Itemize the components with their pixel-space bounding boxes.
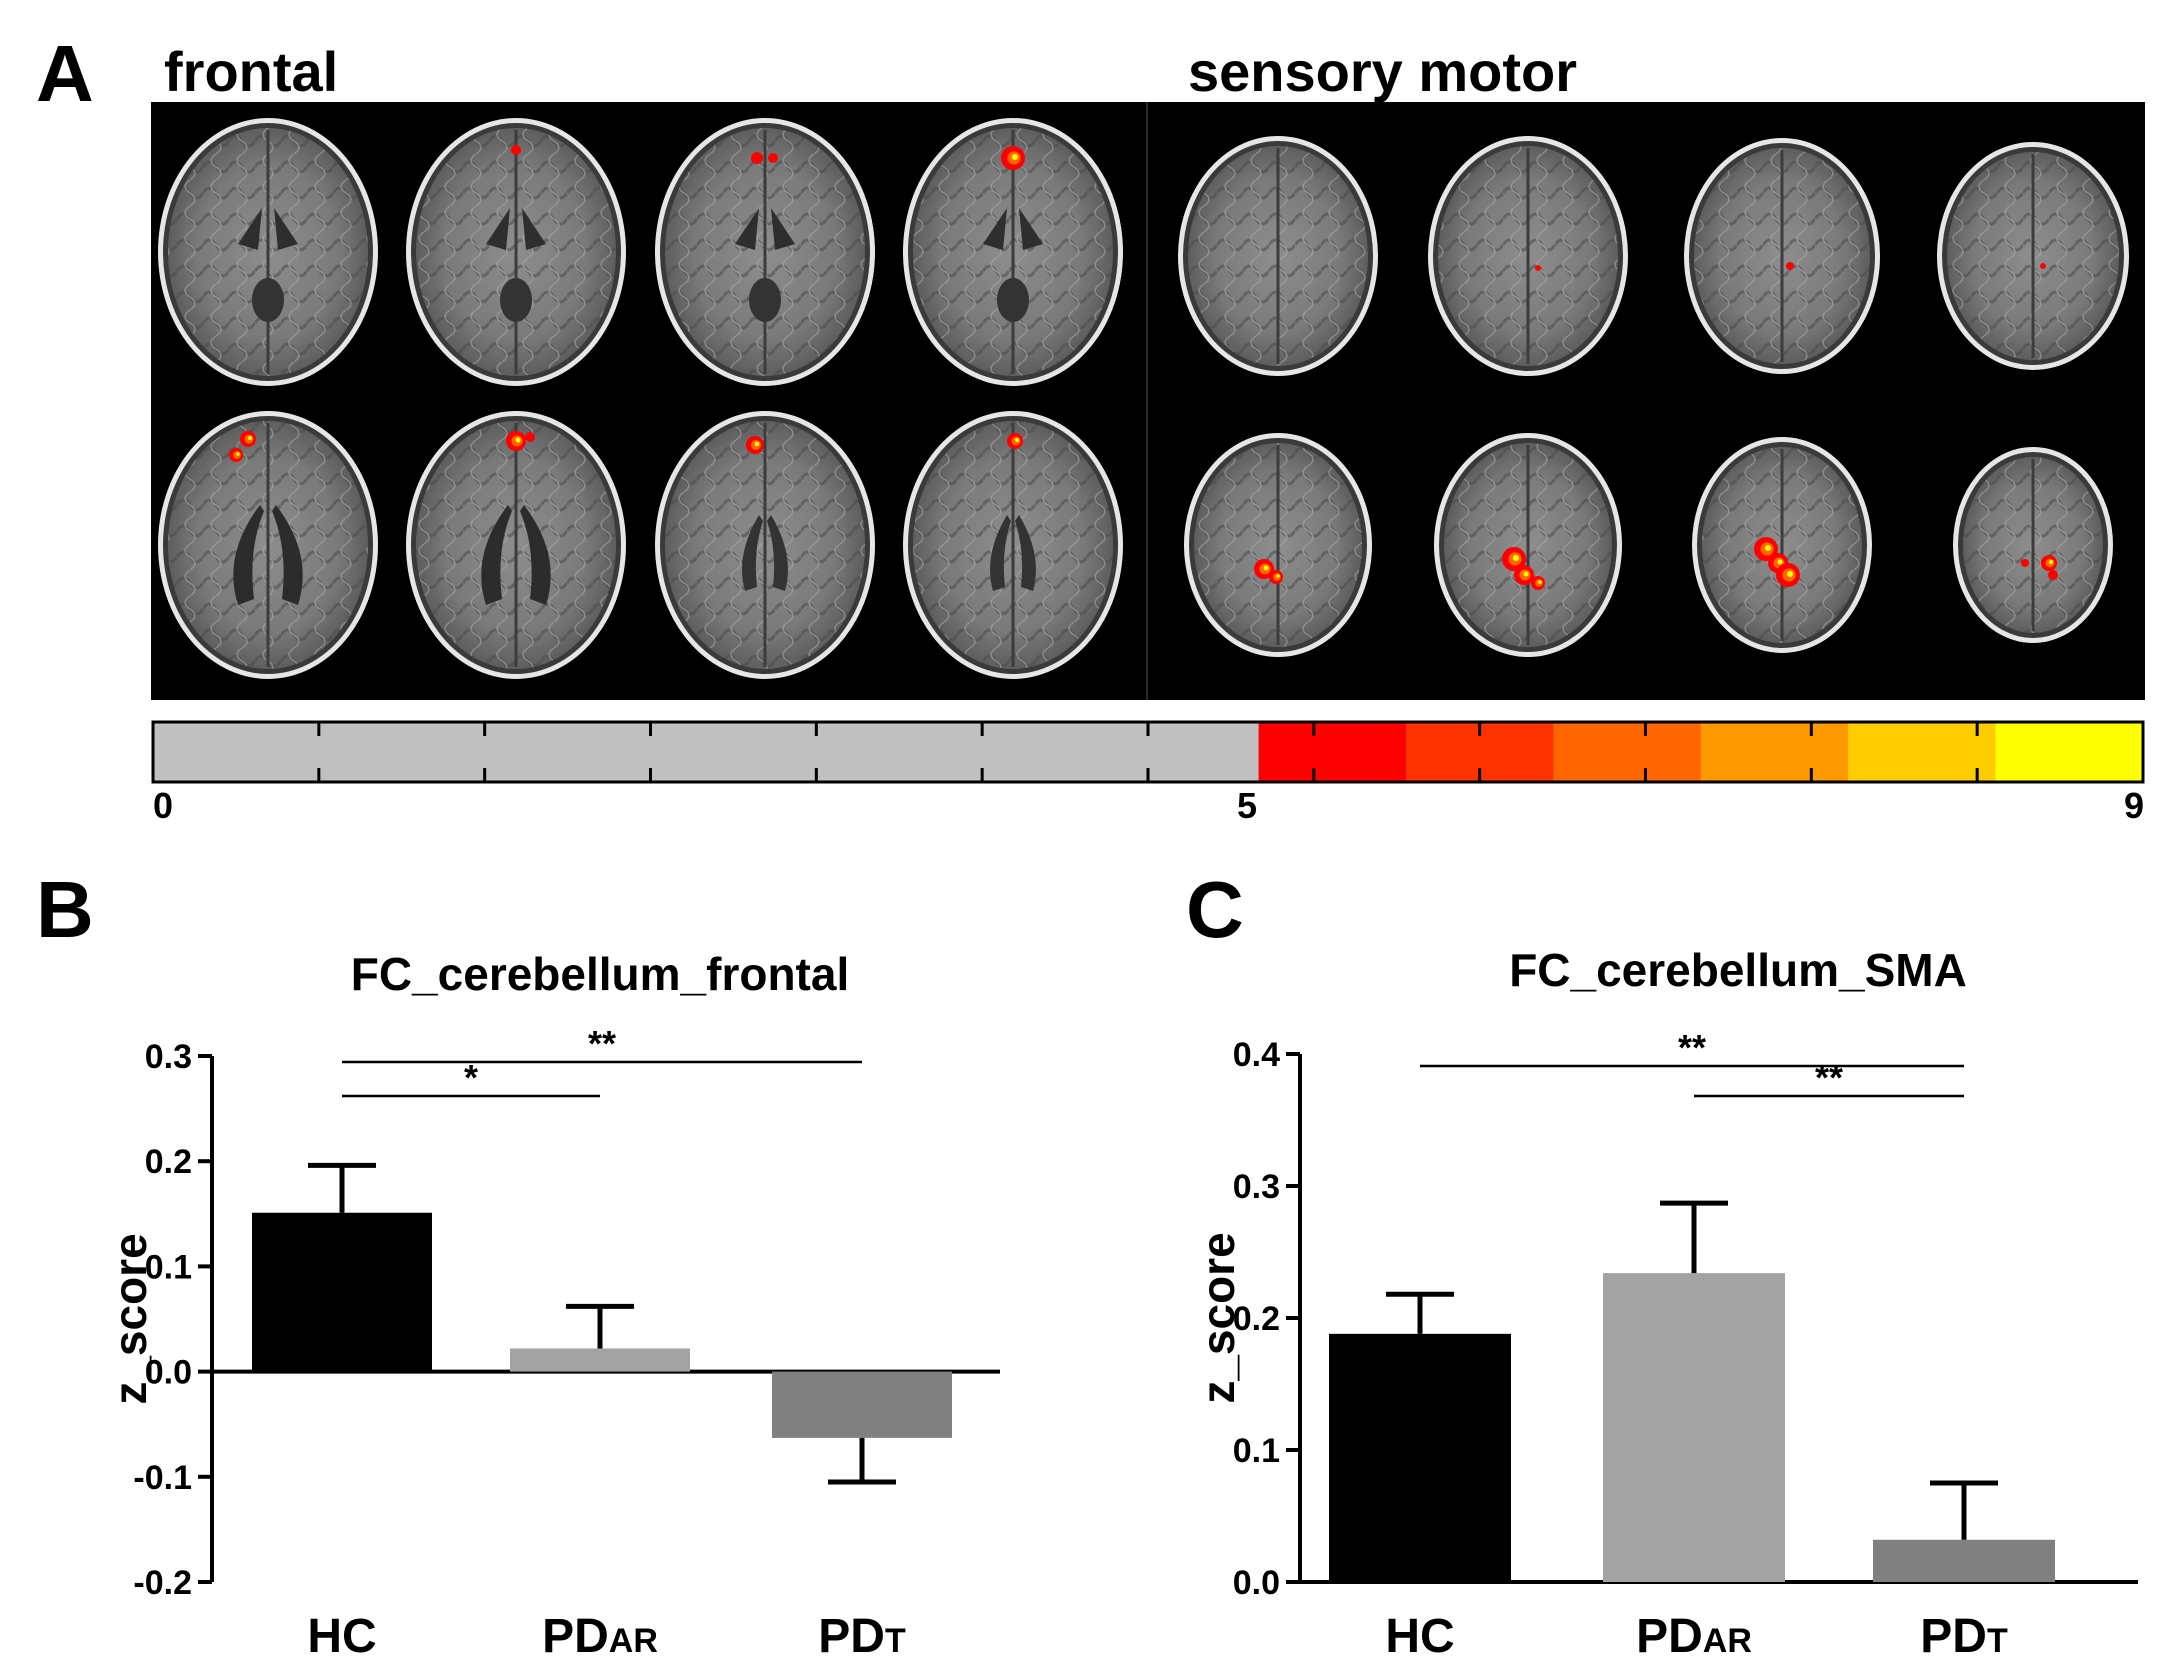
brain-slice-image: [1434, 433, 1622, 657]
brain-slice-image: [1937, 142, 2129, 370]
brain-slice-image: [655, 411, 875, 679]
x-tick-label: PDAR: [542, 1610, 658, 1663]
chart-sma: FC_cerebellum_SMA z_score 0.0 0.1 0.2 0.3 0.4 H…: [1192, 944, 2138, 1663]
panel-a-letter: A: [36, 29, 94, 118]
brain-slice-image: [1184, 433, 1372, 657]
brain-slice-image: [1428, 136, 1628, 376]
brain-slices-panel: [151, 102, 2145, 700]
brain-slice-image: [1178, 136, 1378, 376]
chart-title: FC_cerebellum_SMA: [1509, 944, 1967, 996]
y-axis-label: z_score: [104, 1233, 156, 1404]
bar: [252, 1212, 432, 1372]
bar: [510, 1348, 690, 1372]
chart-frontal: FC_cerebellum_frontal z_score -0.2 -0.1 0.0 0…: [104, 948, 1000, 1663]
colorbar-mid-label: 5: [1237, 785, 1258, 826]
significance-label: **: [588, 1023, 616, 1064]
x-tick-label: PDT: [1920, 1610, 2008, 1663]
brain-slice-image: [903, 118, 1123, 386]
colorbar: [151, 720, 2145, 784]
activation-blob: [768, 153, 778, 163]
bar: [1329, 1333, 1511, 1582]
chart-title: FC_cerebellum_frontal: [351, 948, 849, 1000]
y-tick-label: 0.1: [1233, 1432, 1280, 1470]
y-tick-label: 0.2: [145, 1143, 192, 1181]
brain-slice-image: [406, 411, 626, 679]
brain-slice-image: [406, 118, 626, 386]
y-tick-label: -0.2: [133, 1564, 192, 1602]
brain-slice-image: [655, 118, 875, 386]
colorbar-min-label: 0: [153, 785, 174, 826]
y-tick-label: 0.4: [1233, 1036, 1280, 1074]
x-tick-label: PDAR: [1636, 1610, 1752, 1663]
activation-blob: [1786, 262, 1794, 270]
brain-slice-image: [1692, 437, 1872, 653]
colorbar-segment: [1553, 722, 1702, 782]
x-tick-label: HC: [1385, 1610, 1454, 1663]
y-tick-label: 0.3: [145, 1038, 192, 1076]
bar: [1873, 1539, 2055, 1582]
y-tick-label: 0.0: [1233, 1564, 1280, 1602]
activation-blob: [2040, 263, 2046, 269]
activation-blob: [2021, 559, 2029, 567]
colorbar-segment: [153, 722, 1259, 782]
activation-blob: [751, 152, 763, 164]
activation-blob: [2048, 570, 2058, 580]
activation-blob: [511, 145, 521, 155]
panel-b-letter: B: [36, 865, 94, 954]
colorbar-segment: [1700, 722, 1849, 782]
y-tick-label: 0.1: [145, 1248, 192, 1286]
y-tick-label: -0.1: [133, 1459, 192, 1497]
brain-slice-image: [903, 411, 1123, 679]
significance-label: **: [1815, 1057, 1843, 1098]
x-tick-label: PDT: [818, 1610, 906, 1663]
significance-label: *: [464, 1057, 478, 1098]
y-tick-label: 0.3: [1233, 1168, 1280, 1206]
brain-slice-image: [158, 118, 378, 386]
frontal-section-title: frontal: [164, 40, 339, 103]
y-tick-label: 0.0: [145, 1354, 192, 1392]
y-axis-label: z_score: [1192, 1232, 1244, 1403]
colorbar-segment: [1995, 722, 2144, 782]
brain-slice-image: [1684, 138, 1880, 374]
colorbar-segment: [1258, 722, 1407, 782]
bar: [772, 1371, 952, 1438]
y-tick-label: 0.2: [1233, 1300, 1280, 1338]
bar: [1603, 1273, 1785, 1582]
brain-slice-image: [1953, 447, 2113, 643]
sensory-motor-section-title: sensory motor: [1188, 40, 1577, 103]
activation-blob: [525, 432, 535, 442]
activation-blob: [1535, 265, 1541, 271]
colorbar-max-label: 9: [2124, 785, 2145, 826]
significance-label: **: [1678, 1027, 1706, 1068]
x-tick-label: HC: [307, 1610, 376, 1663]
brain-slice-image: [158, 411, 378, 679]
panel-c-letter: C: [1186, 865, 1244, 954]
colorbar-segment: [1848, 722, 1997, 782]
